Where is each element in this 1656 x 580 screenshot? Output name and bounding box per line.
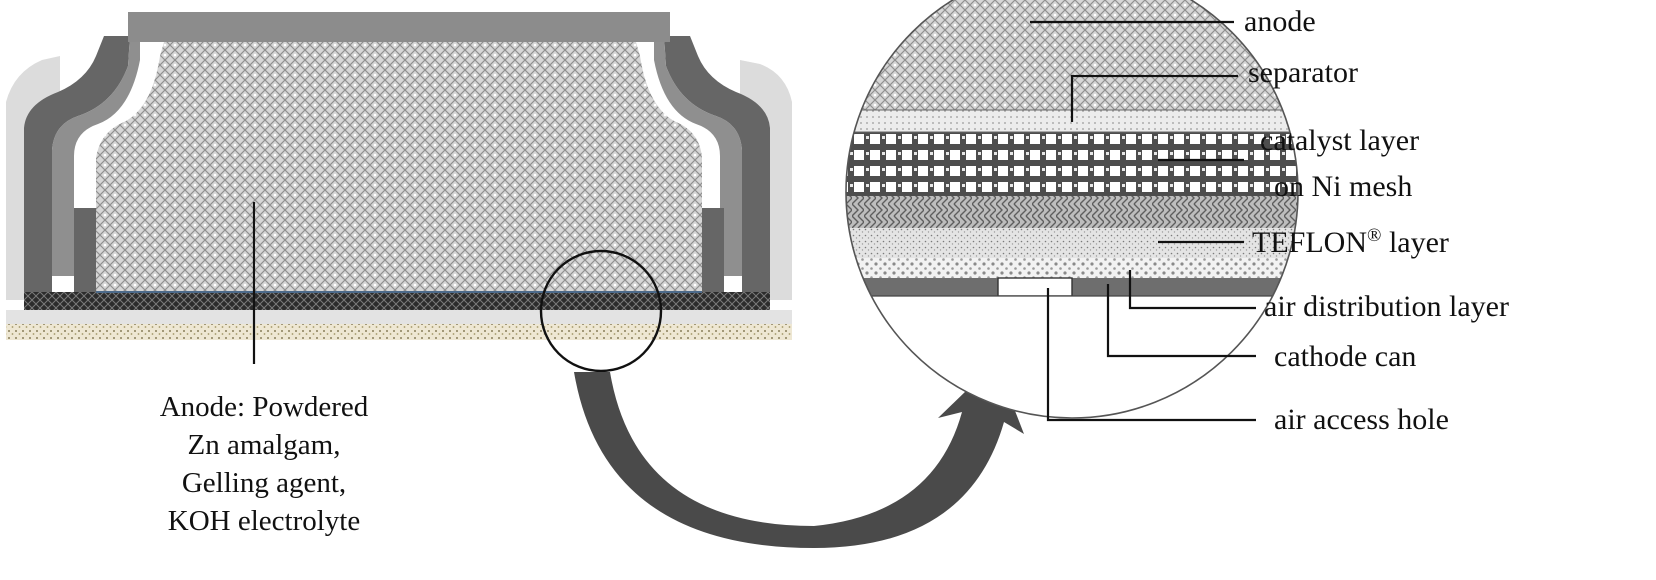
right-can-flange: [702, 208, 724, 292]
mag-outside: [846, 296, 1298, 418]
anode-caption-line2: Zn amalgam,: [187, 429, 340, 461]
magnified-view: [845, 0, 1299, 419]
anode-caption-line1: Anode: Powdered: [160, 391, 369, 423]
label-air-access-hole: air access hole: [1274, 403, 1449, 436]
label-catalyst-line1: catalyst layer: [1260, 124, 1419, 157]
leader-separator: [1070, 74, 1238, 122]
label-teflon-name: TEFLON: [1252, 226, 1367, 259]
label-air-distribution: air distribution layer: [1264, 290, 1509, 323]
mag-air-hole: [997, 277, 1073, 297]
leader-air-access-hole: [1046, 288, 1256, 422]
anode-caption-line4: KOH electrolyte: [168, 505, 360, 537]
label-teflon: TEFLON® layer: [1252, 225, 1449, 259]
left-can-flange: [74, 208, 96, 292]
anode-caption: Anode: Powdered Zn amalgam, Gelling agen…: [160, 391, 369, 537]
callout-leaders: [1030, 20, 1256, 422]
anode-can-outer: [24, 36, 770, 296]
mag-catalyst: [846, 132, 1298, 196]
callout-labels: anode separator catalyst layer on Ni mes…: [1244, 5, 1509, 436]
leader-air-distribution: [1128, 270, 1256, 310]
magnified-circle-border: [845, 0, 1299, 419]
mag-cathode-can: [846, 278, 1298, 296]
cell-top-cap: [128, 12, 670, 42]
cell-cross-section: [6, 12, 792, 373]
label-teflon-mark: ®: [1367, 225, 1381, 246]
label-separator: separator: [1248, 56, 1358, 89]
label-catalyst-line2: on Ni mesh: [1274, 170, 1412, 203]
mag-anode: [846, 0, 1298, 110]
zoom-arrow: [574, 362, 1024, 548]
label-anode: anode: [1244, 5, 1316, 38]
label-teflon-suffix: layer: [1381, 226, 1448, 259]
mag-separator: [846, 110, 1298, 132]
zoom-circle: [539, 249, 663, 373]
light-sublayer: [6, 310, 792, 324]
mag-air-distribution: [846, 258, 1298, 278]
anode-caption-line3: Gelling agent,: [182, 467, 346, 499]
leader-cathode-can: [1106, 284, 1256, 358]
mag-ni-mesh: [846, 196, 1298, 228]
air-layer: [6, 324, 792, 340]
label-cathode-can: cathode can: [1274, 340, 1416, 373]
anode-body: [96, 42, 702, 292]
cathode-strip: [24, 292, 770, 310]
